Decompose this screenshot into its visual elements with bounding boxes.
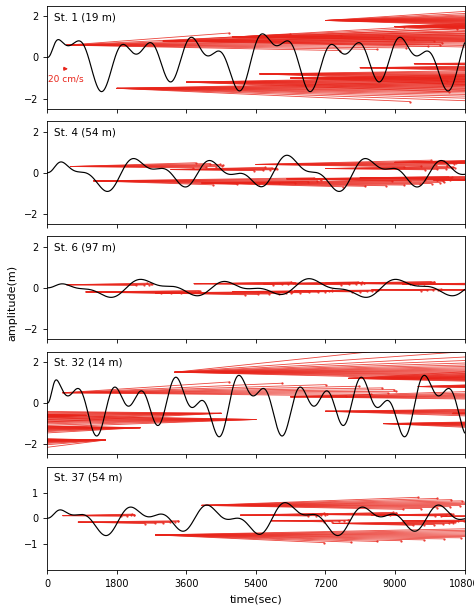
Text: St. 1 (19 m): St. 1 (19 m): [54, 12, 116, 22]
Text: amplitude(m): amplitude(m): [7, 265, 17, 341]
Text: St. 32 (14 m): St. 32 (14 m): [54, 358, 122, 368]
Text: St. 4 (54 m): St. 4 (54 m): [54, 127, 116, 138]
Text: St. 6 (97 m): St. 6 (97 m): [54, 242, 116, 253]
X-axis label: time(sec): time(sec): [229, 594, 283, 604]
Text: St. 37 (54 m): St. 37 (54 m): [54, 473, 122, 483]
Text: 20 cm/s: 20 cm/s: [48, 75, 84, 84]
